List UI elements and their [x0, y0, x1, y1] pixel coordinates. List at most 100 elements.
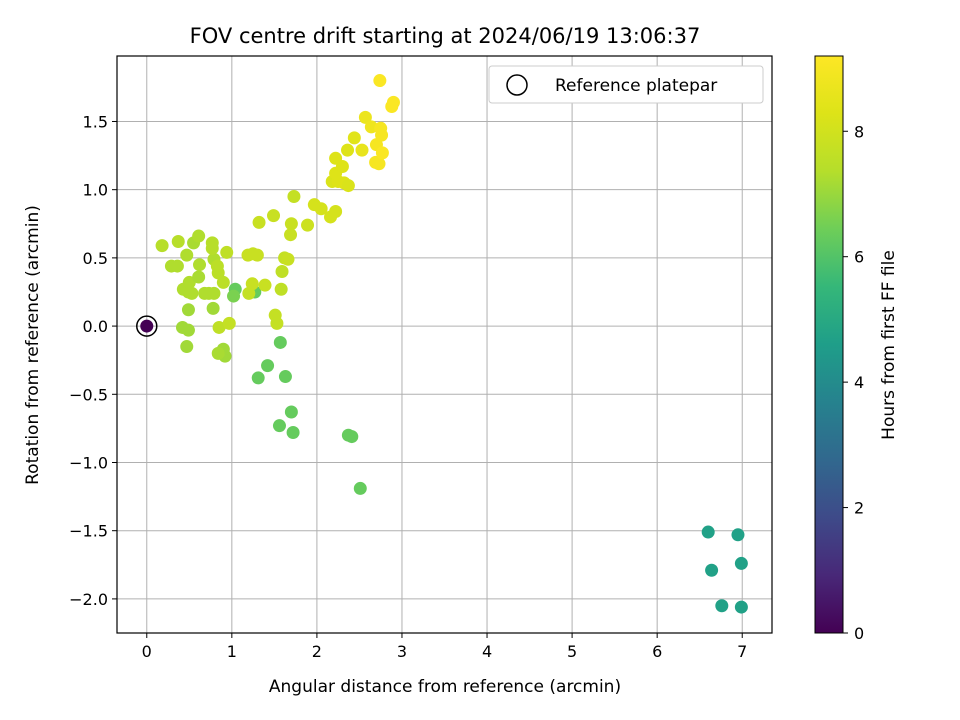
data-point — [284, 228, 298, 242]
data-point — [329, 205, 343, 219]
data-point — [171, 235, 185, 249]
data-point — [180, 248, 194, 262]
colorbar-ticks: 0 2 4 6 8 — [843, 122, 864, 643]
x-tick-label: 1 — [227, 642, 237, 661]
data-point — [267, 209, 281, 223]
data-point — [375, 146, 389, 160]
x-tick-label: 7 — [737, 642, 747, 661]
data-point — [181, 323, 195, 337]
data-point — [731, 528, 745, 542]
data-point — [205, 241, 219, 255]
data-point — [286, 425, 300, 439]
x-tick-label: 3 — [397, 642, 407, 661]
colorbar-gradient — [814, 55, 844, 634]
data-point — [345, 430, 359, 444]
data-point — [212, 320, 226, 334]
plot-frame — [116, 55, 773, 634]
data-point — [301, 218, 315, 232]
data-point — [374, 121, 388, 135]
y-tick-label: 1.0 — [83, 181, 108, 200]
y-tick-label: −1.5 — [69, 522, 108, 541]
data-point — [206, 301, 220, 315]
data-point — [192, 270, 206, 284]
data-point — [216, 275, 230, 289]
data-point — [251, 371, 265, 385]
data-point — [258, 278, 272, 292]
data-point — [372, 157, 386, 171]
data-point — [281, 252, 295, 266]
data-point — [386, 95, 400, 109]
x-tick-label: 0 — [142, 642, 152, 661]
y-tick-label: −2.0 — [69, 590, 108, 609]
y-tick-label: 0.5 — [83, 249, 108, 268]
data-point — [207, 286, 221, 300]
legend-label: Reference platepar — [555, 76, 717, 96]
y-axis-label: Rotation from reference (arcmin) — [23, 205, 43, 485]
x-tick-label: 6 — [652, 642, 662, 661]
data-point — [181, 303, 195, 317]
data-point — [192, 229, 206, 243]
x-axis-ticks: 0 1 2 3 4 5 6 7 — [142, 633, 747, 661]
colorbar-tick-label: 6 — [854, 248, 864, 267]
data-point — [353, 481, 367, 495]
data-point — [347, 131, 361, 145]
data-point — [185, 286, 199, 300]
data-point — [705, 563, 719, 577]
data-point — [278, 370, 292, 384]
colorbar: 0 2 4 6 8 Hours from first FF file — [814, 55, 899, 643]
x-axis-label: Angular distance from reference (arcmin) — [269, 677, 621, 697]
y-tick-label: −1.0 — [69, 453, 108, 472]
legend-box — [488, 65, 764, 104]
reference-point — [140, 319, 154, 333]
data-point — [314, 202, 328, 216]
data-point — [180, 340, 194, 354]
data-point — [245, 277, 259, 291]
data-point — [272, 419, 286, 433]
data-point — [273, 335, 287, 349]
data-point — [734, 556, 748, 570]
colorbar-tick-label: 0 — [854, 624, 864, 643]
data-point — [701, 525, 715, 539]
data-point — [341, 179, 355, 193]
data-points — [155, 74, 748, 614]
y-tick-label: 1.5 — [83, 112, 108, 131]
data-point — [715, 599, 729, 613]
data-point — [170, 259, 184, 273]
plot-area — [116, 55, 773, 634]
data-point — [227, 289, 241, 303]
data-point — [284, 217, 298, 231]
legend-marker — [506, 74, 528, 96]
data-point — [252, 215, 266, 229]
x-tick-label: 5 — [567, 642, 577, 661]
data-point — [734, 600, 748, 614]
data-point — [220, 245, 234, 259]
data-point — [211, 266, 225, 280]
colorbar-tick-label: 4 — [854, 373, 864, 392]
data-point — [341, 143, 355, 157]
legend: Reference platepar — [488, 65, 764, 104]
data-point — [211, 346, 225, 360]
y-axis-ticks: −2.0 −1.5 −1.0 −0.5 0.0 0.5 1.0 1.5 — [69, 112, 117, 609]
data-point — [275, 265, 289, 279]
x-tick-label: 4 — [482, 642, 492, 661]
grid — [117, 56, 772, 633]
reference-ring — [136, 315, 158, 337]
colorbar-tick-label: 2 — [854, 499, 864, 518]
colorbar-tick-label: 8 — [854, 122, 864, 141]
data-point — [274, 282, 288, 296]
y-tick-label: −0.5 — [69, 385, 108, 404]
data-point — [193, 258, 207, 272]
data-point — [222, 316, 236, 330]
x-tick-label: 2 — [312, 642, 322, 661]
reference-marker — [136, 315, 158, 337]
data-point — [284, 405, 298, 419]
colorbar-label: Hours from first FF file — [879, 250, 899, 440]
data-point — [155, 239, 169, 253]
data-point — [270, 316, 284, 330]
data-point — [250, 248, 264, 262]
data-point — [373, 74, 387, 88]
data-point — [355, 143, 369, 157]
chart-title: FOV centre drift starting at 2024/06/19 … — [190, 24, 701, 48]
data-point — [329, 151, 343, 165]
